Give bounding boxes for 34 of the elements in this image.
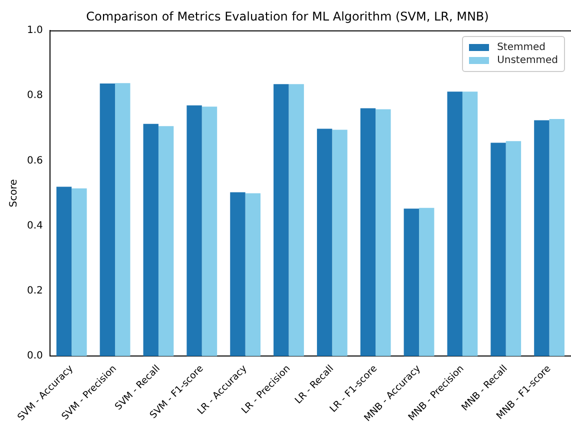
bar [230,192,246,356]
bar [549,119,564,356]
bar [447,92,462,356]
chart-title: Comparison of Metrics Evaluation for ML Algorithm (SVM, LR, MNB) [86,9,489,24]
y-tick-label: 0.2 [26,286,43,297]
y-tick-label: 0.0 [26,350,43,362]
bar [274,84,289,356]
bar [186,105,202,356]
bar [419,208,434,356]
y-tick-label: 0.6 [26,155,43,166]
bar [115,83,130,356]
legend-label: Unstemmed [497,55,558,66]
bar [376,109,391,356]
bar [100,83,116,356]
bar [506,141,522,356]
bar [56,186,72,356]
bar [202,106,218,356]
bar [462,92,478,356]
y-axis-title: Score [8,179,20,208]
bar [288,84,304,356]
bar [332,130,348,356]
legend-label: Stemmed [497,42,546,54]
bar [245,193,261,356]
bar [143,124,158,356]
y-tick-label: 0.4 [26,220,43,232]
bar [158,126,174,356]
bar [534,120,550,356]
y-tick-label: 1.0 [26,24,43,36]
bar [404,208,420,356]
bar [490,142,506,356]
bar [72,188,87,356]
bar [316,128,332,356]
bar [360,108,376,356]
y-tick-label: 0.8 [26,90,43,102]
